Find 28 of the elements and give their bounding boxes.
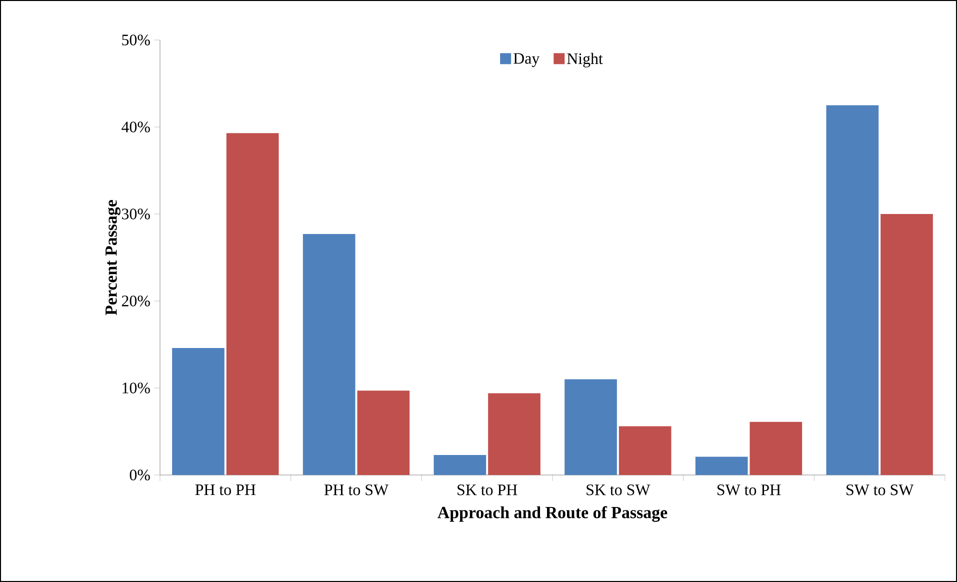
y-tick-label: 40% — [122, 122, 150, 132]
bar — [826, 105, 879, 475]
x-tick-label: SW to SW — [846, 484, 914, 496]
bar — [880, 214, 933, 475]
y-tick-label: 50% — [122, 34, 150, 46]
bar — [302, 234, 356, 475]
bar — [172, 348, 224, 475]
bar — [618, 426, 672, 475]
bar — [695, 456, 748, 475]
y-tick-label: 20% — [122, 296, 150, 306]
y-tick-label: 10% — [122, 382, 150, 394]
legend-label: Day — [514, 53, 540, 68]
bar — [564, 379, 617, 475]
bar — [226, 133, 279, 475]
y-tick-label: 0% — [130, 470, 150, 480]
x-tick-label: PH to PH — [195, 484, 256, 496]
bar — [488, 393, 540, 475]
bar — [750, 422, 802, 475]
y-axis-title: Percent Passage — [106, 200, 120, 316]
y-tick-label: 30% — [122, 208, 150, 220]
bar — [434, 454, 486, 475]
x-tick-label: SK to PH — [458, 484, 518, 496]
x-axis-title: Approach and Route of Passage — [438, 506, 668, 522]
legend-label: Night — [567, 52, 603, 68]
x-tick-label: PH to SW — [324, 484, 389, 496]
x-tick-label: SW to PH — [717, 484, 781, 496]
x-tick-label: SK to SW — [586, 484, 650, 496]
bar — [357, 390, 410, 475]
